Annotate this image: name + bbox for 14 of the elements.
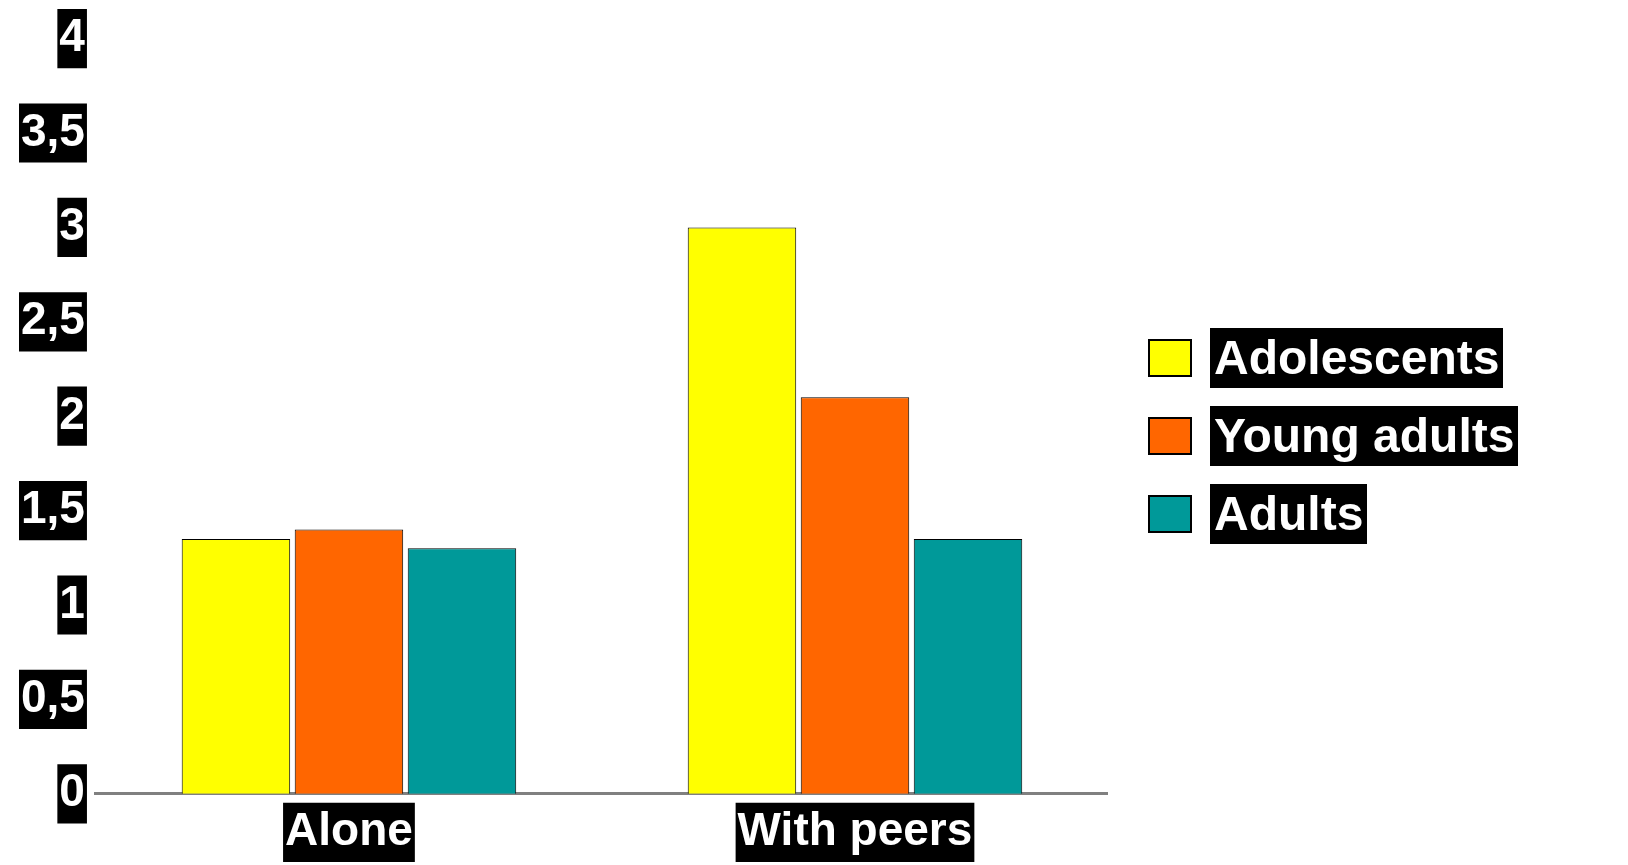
y-tick-label: 1 bbox=[59, 575, 85, 628]
x-tick-label: Alone bbox=[285, 803, 413, 856]
y-tick-label: 4 bbox=[59, 9, 86, 62]
legend-label: Young adults bbox=[1210, 406, 1519, 466]
y-tick-label: 1,5 bbox=[20, 481, 85, 534]
x-tick-label: With peers bbox=[737, 803, 973, 856]
legend-label: Adolescents bbox=[1210, 328, 1504, 388]
y-tick-label: 0 bbox=[59, 764, 85, 817]
y-tick-label: 0,5 bbox=[20, 670, 85, 723]
y-tick-label: 3,5 bbox=[20, 103, 85, 156]
y-tick-label: 2 bbox=[59, 386, 85, 439]
y-tick-label: 3 bbox=[59, 198, 85, 251]
y-tick-label: 2,5 bbox=[20, 292, 85, 345]
legend-label: Adults bbox=[1210, 484, 1368, 544]
